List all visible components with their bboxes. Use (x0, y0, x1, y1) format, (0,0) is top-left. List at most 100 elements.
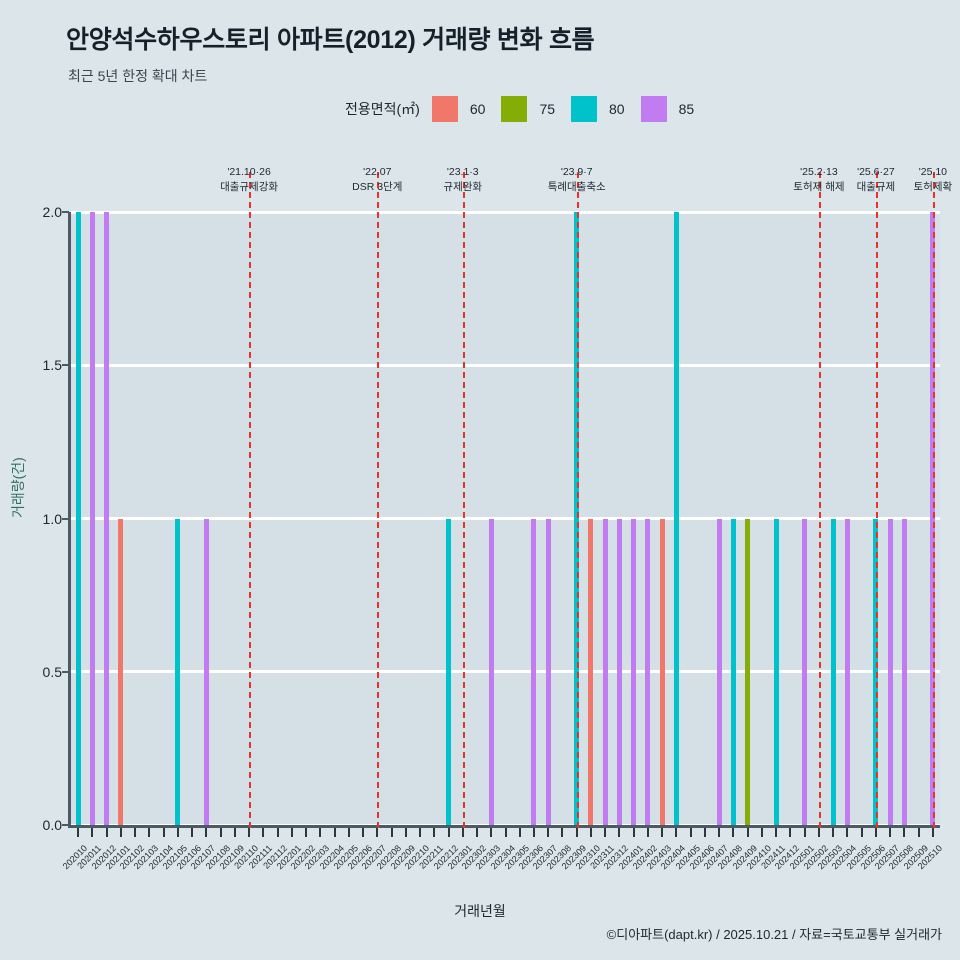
x-tick-mark (874, 828, 877, 837)
y-tick-mark (62, 824, 69, 826)
legend-swatch-icon (640, 96, 667, 122)
legend-label: 80 (609, 101, 625, 117)
x-tick-mark (547, 828, 550, 837)
x-tick-mark (689, 828, 692, 837)
y-tick-mark (62, 364, 69, 367)
bar (118, 518, 124, 825)
legend-label: 85 (678, 101, 695, 117)
x-tick-mark (504, 828, 507, 837)
legend-swatch-icon (431, 96, 458, 122)
bar (89, 212, 95, 825)
legend-item-60[interactable]: 60 (431, 96, 486, 122)
x-tick-mark (646, 828, 649, 837)
legend-title: 전용면적(㎡) (345, 101, 420, 117)
x-tick-mark (419, 828, 422, 837)
bar (673, 212, 679, 825)
x-tick-mark (775, 828, 778, 837)
bar (659, 518, 665, 825)
event-line (818, 172, 821, 828)
x-tick-mark (561, 828, 564, 837)
bar (887, 518, 893, 825)
event-name: 규제완화 (443, 181, 483, 194)
event-label: '25.10 토허제확 (914, 165, 953, 195)
x-tick-mark (376, 828, 379, 837)
bar (773, 518, 779, 825)
x-tick-mark (490, 828, 493, 837)
x-tick-mark (604, 828, 607, 837)
event-name: 토허제확 (913, 181, 953, 194)
bar (488, 518, 494, 825)
bar (531, 518, 537, 825)
x-tick-mark (917, 828, 920, 837)
bar (716, 518, 722, 825)
x-tick-mark (846, 828, 849, 837)
event-date: '23.1·3 (446, 166, 479, 178)
y-tick-label: 0.0 (42, 817, 62, 833)
x-tick-mark (718, 828, 721, 837)
x-tick-mark (675, 828, 678, 837)
bar (446, 518, 452, 825)
x-tick-mark (362, 828, 365, 837)
gridline (71, 517, 940, 520)
bar (645, 518, 651, 825)
event-date: '25.6·27 (857, 166, 895, 178)
event-label: '21.10·26 대출규제강화 (220, 165, 278, 195)
x-tick-mark (931, 828, 934, 837)
x-tick-mark (347, 828, 350, 837)
event-line (377, 172, 380, 828)
x-tick-mark (390, 828, 393, 837)
x-tick-mark (248, 828, 251, 837)
x-tick-mark (803, 828, 806, 837)
legend-item-85[interactable]: 85 (640, 96, 695, 122)
legend-label: 60 (469, 101, 486, 117)
event-date: '22.07 (363, 166, 392, 178)
x-tick-mark (661, 828, 664, 837)
x-tick-mark (903, 828, 906, 837)
bar (802, 518, 808, 825)
y-tick-label: 1.0 (42, 510, 62, 527)
x-tick-mark (732, 828, 735, 837)
x-tick-mark (618, 828, 621, 837)
event-date: '25.2·13 (800, 166, 838, 178)
event-date: '25.10 (918, 166, 948, 178)
x-tick-mark (162, 828, 165, 837)
x-tick-mark (305, 828, 308, 837)
event-date: '21.10·26 (227, 166, 271, 178)
x-tick-mark (119, 828, 122, 837)
event-line (932, 172, 935, 828)
x-tick-mark (817, 828, 820, 837)
x-tick-mark (219, 828, 222, 837)
x-tick-mark (233, 828, 236, 837)
bar (75, 212, 81, 825)
x-tick-mark (532, 828, 535, 837)
y-tick-mark (62, 517, 69, 520)
bar (830, 518, 836, 825)
x-tick-mark (91, 828, 94, 837)
bar (745, 518, 751, 825)
y-tick-label: 1.5 (42, 357, 62, 374)
x-tick-mark (703, 828, 706, 837)
x-tick-mark (433, 828, 436, 837)
x-tick-mark (860, 828, 863, 837)
x-tick-mark (404, 828, 407, 837)
x-tick-mark (461, 828, 464, 837)
chart-footer: ©디아파트(dapt.kr) / 2025.10.21 / 자료=국토교통부 실… (606, 927, 942, 942)
x-tick-mark (262, 828, 265, 837)
plot-area (71, 210, 940, 827)
y-tick-mark (62, 211, 69, 213)
event-date: '23.9·7 (560, 166, 593, 178)
x-tick-mark (746, 828, 749, 837)
x-tick-mark (889, 828, 892, 837)
x-tick-mark (575, 828, 578, 837)
legend-item-75[interactable]: 75 (501, 96, 555, 122)
bar (616, 518, 622, 825)
x-tick-mark (205, 828, 208, 837)
x-tick-mark (176, 828, 179, 837)
page-subtitle: 최근 5년 한정 확대 차트 (68, 68, 208, 84)
legend-item-80[interactable]: 80 (571, 96, 625, 122)
y-axis-line (68, 212, 71, 825)
gridline (71, 670, 940, 674)
x-tick-mark (77, 828, 80, 837)
y-tick-label: 0.5 (42, 663, 62, 680)
